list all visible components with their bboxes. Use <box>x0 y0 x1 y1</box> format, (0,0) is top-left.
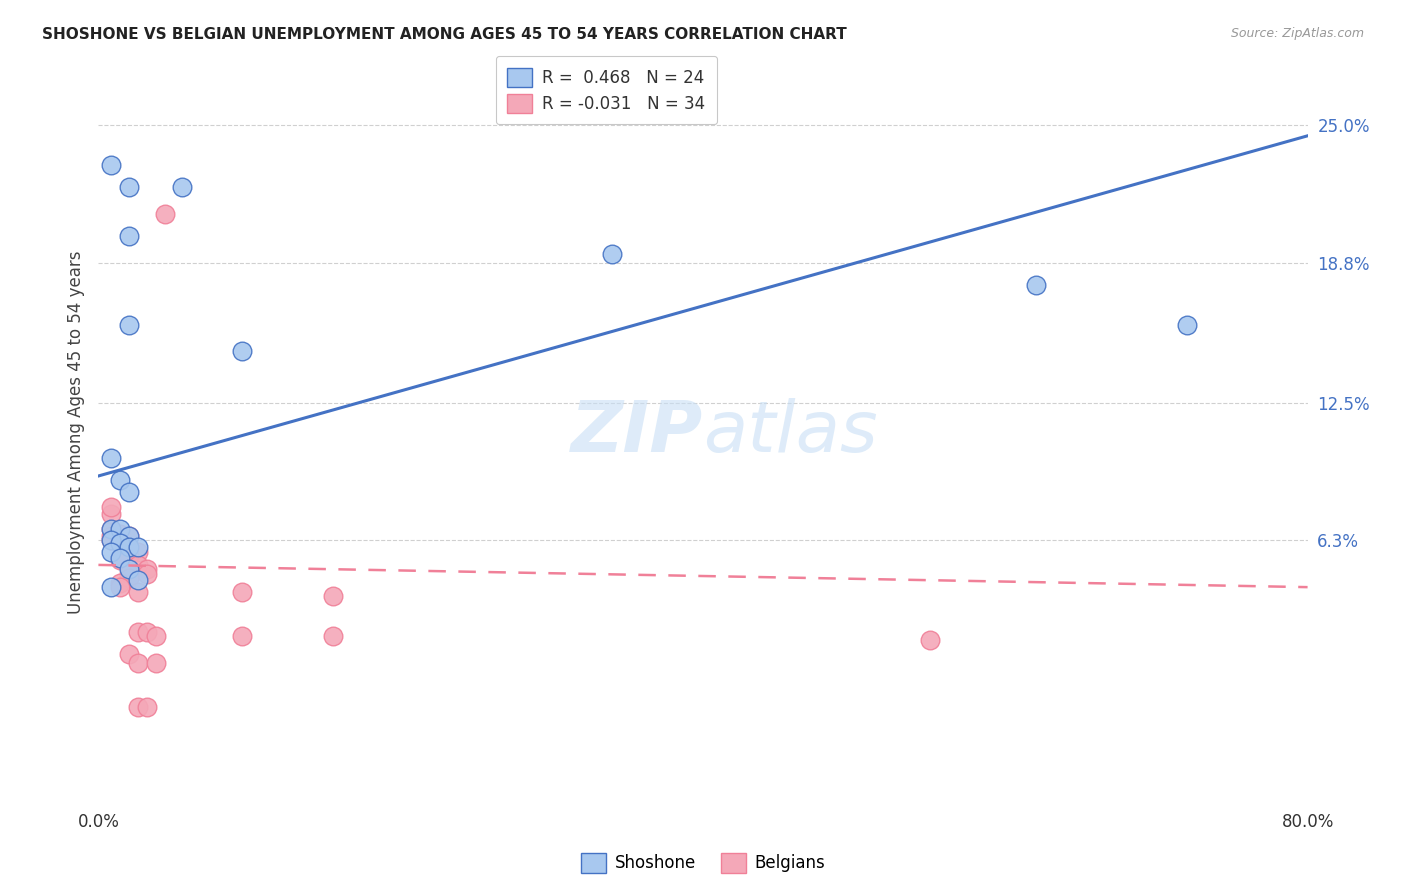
Point <box>127 584 149 599</box>
Point <box>118 484 141 499</box>
Point <box>118 562 141 576</box>
Point <box>108 474 131 488</box>
Point <box>170 180 193 194</box>
Point <box>118 540 141 554</box>
Point <box>118 529 141 543</box>
Point <box>108 535 131 549</box>
Point <box>127 574 149 588</box>
Point <box>108 580 131 594</box>
Point <box>1024 277 1046 292</box>
Text: SHOSHONE VS BELGIAN UNEMPLOYMENT AMONG AGES 45 TO 54 YEARS CORRELATION CHART: SHOSHONE VS BELGIAN UNEMPLOYMENT AMONG A… <box>42 27 846 42</box>
Point <box>100 158 122 172</box>
Point <box>231 584 253 599</box>
Point <box>135 562 157 576</box>
Point <box>118 318 141 332</box>
Point <box>127 624 149 639</box>
Point <box>127 544 149 558</box>
Point <box>108 553 131 567</box>
Point <box>135 566 157 581</box>
Text: Source: ZipAtlas.com: Source: ZipAtlas.com <box>1230 27 1364 40</box>
Point <box>100 533 122 548</box>
Point <box>322 629 344 643</box>
Point <box>322 589 344 603</box>
Point <box>108 535 131 549</box>
Point <box>118 180 141 194</box>
Point <box>118 529 141 543</box>
Point <box>127 540 149 554</box>
Point <box>135 700 157 714</box>
Point <box>118 566 141 581</box>
Point <box>127 700 149 714</box>
Point <box>602 246 624 260</box>
Point <box>231 344 253 359</box>
Point <box>100 529 122 543</box>
Point <box>100 544 122 558</box>
Point <box>153 206 176 220</box>
Point <box>145 629 167 643</box>
Point <box>118 571 141 585</box>
Point <box>118 647 141 661</box>
Text: ZIP: ZIP <box>571 398 703 467</box>
Point <box>118 228 141 243</box>
Y-axis label: Unemployment Among Ages 45 to 54 years: Unemployment Among Ages 45 to 54 years <box>66 251 84 615</box>
Point <box>118 549 141 563</box>
Point <box>100 507 122 521</box>
Legend: Shoshone, Belgians: Shoshone, Belgians <box>575 847 831 880</box>
Point <box>127 656 149 670</box>
Point <box>100 522 122 536</box>
Point <box>1175 318 1198 332</box>
Point <box>108 526 131 541</box>
Point <box>108 522 131 536</box>
Point <box>145 656 167 670</box>
Point <box>108 575 131 590</box>
Point <box>100 500 122 514</box>
Point <box>135 624 157 639</box>
Point <box>108 551 131 566</box>
Point <box>231 629 253 643</box>
Point <box>127 558 149 572</box>
Point <box>100 533 122 548</box>
Text: atlas: atlas <box>703 398 877 467</box>
Legend: R =  0.468   N = 24, R = -0.031   N = 34: R = 0.468 N = 24, R = -0.031 N = 34 <box>495 56 717 125</box>
Point <box>118 540 141 554</box>
Point <box>100 522 122 536</box>
Point <box>918 633 941 648</box>
Point <box>100 451 122 466</box>
Point <box>100 580 122 594</box>
